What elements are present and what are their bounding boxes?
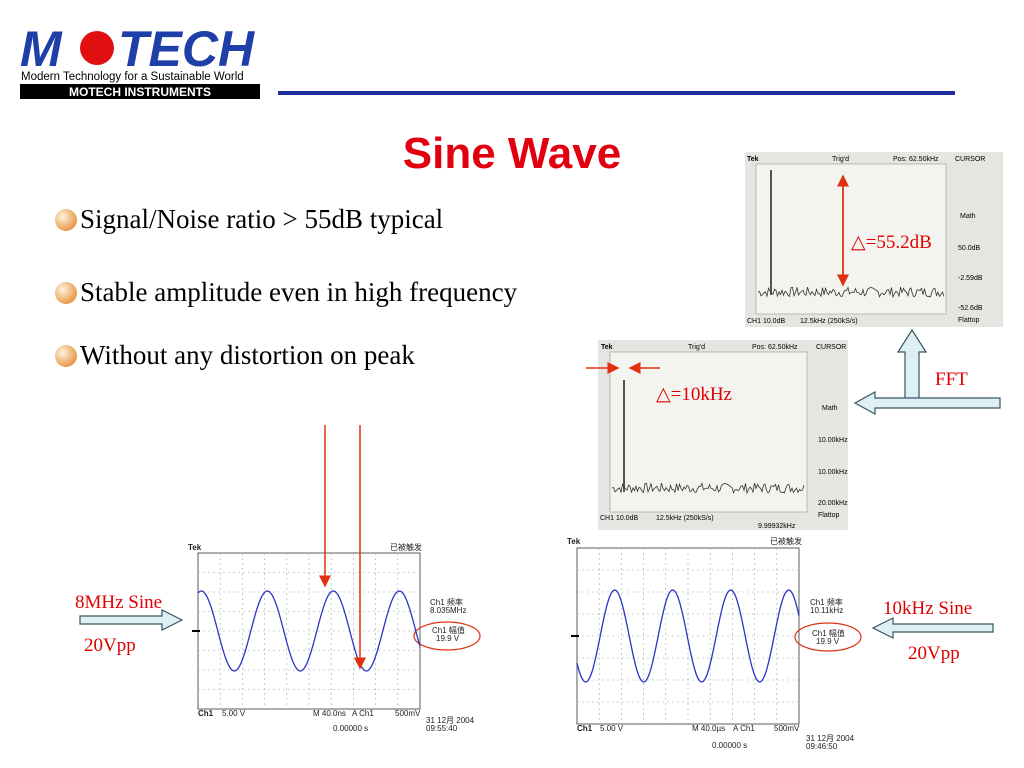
screen-menu: 20.00kHz — [818, 500, 848, 507]
scope-footer: 5.00 V — [600, 724, 624, 733]
logo-left: M — [20, 21, 63, 77]
screen-plot — [755, 163, 947, 315]
bullet-text: Stable amplitude even in high frequency — [80, 277, 518, 307]
screen-brand: Tek — [747, 156, 759, 163]
scope-readout: 19.9 V — [436, 634, 460, 643]
screen-trigger: Trig'd — [832, 156, 849, 163]
scope-timestamp: 09:46:50 — [806, 742, 838, 751]
scope-screen: Tek 已被触发 Ch1 频率 10.11kHz Ch1 幅值 19.9 V C… — [567, 536, 862, 751]
input-arrow — [871, 617, 994, 639]
scope-readout: 19.9 V — [816, 637, 840, 646]
amplitude-label: 20Vpp — [908, 643, 960, 664]
scope-footer: Ch1 — [577, 724, 593, 733]
scope-timestamp: 31 12月 2004 — [426, 716, 475, 725]
scope-brand: Tek — [188, 543, 202, 552]
screen-menu: Math — [822, 405, 838, 412]
logo-right: TECH — [118, 21, 255, 77]
screen-menu: 10.00kHz — [818, 469, 848, 476]
scope-readout: 8.035MHz — [430, 606, 466, 615]
bullet-dot — [55, 209, 77, 231]
scope-footer: M 40.0ns — [313, 709, 346, 718]
screen-footer: 9.99932kHz — [758, 523, 796, 530]
screen-plot — [609, 351, 808, 513]
screen-menu: 10.00kHz — [818, 437, 848, 444]
highlight-ring — [794, 622, 862, 652]
logo-dot — [80, 31, 114, 65]
logo: M TECH Modern Technology for a Sustainab… — [20, 21, 260, 99]
scope-timestamp: 09:55:40 — [426, 724, 458, 733]
signal-label: 8MHz Sine — [75, 592, 162, 613]
scope-footer: 5.00 V — [222, 709, 246, 718]
screen-menu: -2.59dB — [958, 275, 983, 282]
slide-title: Sine Wave — [403, 129, 621, 178]
screen-menu: 50.0dB — [958, 245, 981, 252]
fft-label: FFT — [935, 369, 968, 390]
screen-position: Pos: 62.50kHz — [752, 344, 798, 351]
delta-label: △=55.2dB — [851, 232, 932, 253]
waveform — [197, 590, 421, 672]
noise-floor — [757, 286, 945, 299]
logo-division: MOTECH INSTRUMENTS — [69, 85, 211, 99]
fft-arrow — [853, 390, 1001, 416]
screen-menu: -52.6dB — [958, 305, 983, 312]
screen-menu: Math — [960, 213, 976, 220]
scope-footer: Ch1 — [198, 709, 214, 718]
scope-footer: M 40.0µs — [692, 724, 725, 733]
scope-screen: Tek 已被触发 Ch1 频率 8.035MHz Ch1 幅值 19.9 V C… — [188, 542, 481, 733]
scope-footer: 0.00000 s — [333, 724, 368, 733]
noise-floor — [611, 482, 805, 495]
signal-label: 10kHz Sine — [883, 598, 972, 619]
screen-footer: CH1 10.0dB — [600, 515, 638, 522]
scope-status: 已被触发 — [390, 542, 422, 552]
screen-position: Pos: 62.50kHz — [893, 156, 939, 163]
screen-menu: Flattop — [958, 317, 980, 324]
scope-readout: Ch1 幅值 — [432, 625, 465, 635]
amplitude-label: 20Vpp — [84, 635, 136, 656]
scope-readout: Ch1 幅值 — [812, 628, 845, 638]
waveform — [576, 589, 800, 683]
screen-footer: CH1 10.0dB — [747, 318, 785, 325]
scope-footer: A Ch1 — [352, 709, 374, 718]
delta-label: △=10kHz — [656, 384, 732, 405]
bullet-text: Without any distortion on peak — [80, 340, 415, 370]
scope-footer: 0.00000 s — [712, 741, 747, 750]
screen-footer: 12.5kHz (250kS/s) — [656, 515, 714, 522]
fft-arrow — [896, 328, 928, 401]
fft-screen: Tek Trig'd Pos: 62.50kHz CURSOR Math 10.… — [586, 340, 848, 530]
bullets: Signal/Noise ratio > 55dB typical Stable… — [55, 204, 518, 370]
scope-readout: Ch1 频率 — [810, 597, 843, 607]
input-arrow — [79, 609, 184, 631]
bullet-dot — [55, 282, 77, 304]
scope-footer: 500mV — [395, 709, 421, 718]
scope-readout: Ch1 频率 — [430, 597, 463, 607]
scope-status: 已被触发 — [770, 536, 802, 546]
screen-menu: Flattop — [818, 512, 840, 519]
scope-footer: 500mV — [774, 724, 800, 733]
bullet-dot — [55, 345, 77, 367]
logo-bar — [20, 84, 260, 99]
highlight-ring — [413, 621, 481, 651]
screen-menu: CURSOR — [816, 344, 846, 351]
scope-timestamp: 31 12月 2004 — [806, 734, 855, 743]
scope-brand: Tek — [567, 537, 581, 546]
logo-tagline: Modern Technology for a Sustainable Worl… — [21, 71, 244, 83]
screen-footer: 12.5kHz (250kS/s) — [800, 318, 858, 325]
screen-trigger: Trig'd — [688, 344, 705, 351]
bullet-text: Signal/Noise ratio > 55dB typical — [80, 204, 443, 234]
screen-menu: CURSOR — [955, 156, 985, 163]
fft-screen: Tek Trig'd Pos: 62.50kHz CURSOR Math 50.… — [745, 152, 1003, 327]
scope-footer: A Ch1 — [733, 724, 755, 733]
scope-readout: 10.11kHz — [810, 606, 843, 615]
screen-brand: Tek — [601, 344, 613, 351]
